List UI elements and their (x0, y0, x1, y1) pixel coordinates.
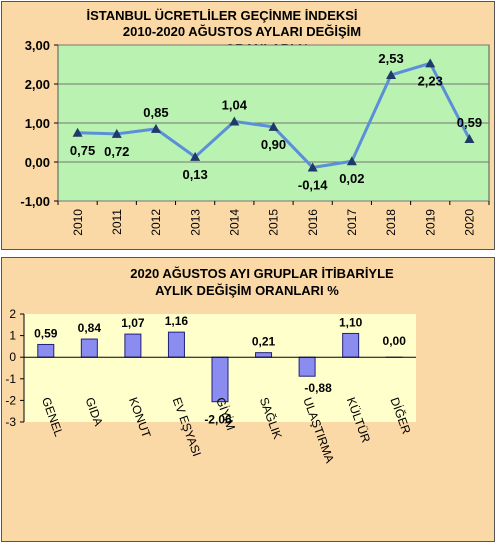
line-data-label: 0,59 (457, 115, 482, 130)
line-x-tick-label: 2014 (228, 209, 242, 236)
bar-y-tick-label: 1 (9, 329, 16, 343)
line-x-tick-label: 2010 (71, 209, 85, 236)
bar-data-label: 0,21 (252, 335, 276, 349)
line-data-label: 2,23 (418, 73, 443, 88)
bar-chart-title-1: 2020 AĞUSTOS AYI GRUPLAR İTİBARİYLE (130, 266, 394, 281)
line-data-label: 2,53 (378, 51, 403, 66)
line-x-tick-label: 2018 (384, 209, 398, 236)
bar-y-tick-label: -2 (5, 393, 16, 407)
bar-data-label: 0,84 (78, 321, 102, 335)
bar-data-label: 0,00 (383, 334, 407, 348)
bar (298, 356, 316, 377)
line-point (72, 127, 83, 137)
bar-data-label: -2,06 (204, 413, 232, 427)
bar-chart-svg: 2 1 0 -1 -2 -3 0,59 0,84 1,07 1,16 -2,06 0,21 -0,88 1… (5, 307, 416, 465)
line-x-tick-label: 2012 (149, 209, 163, 236)
line-chart-svg: 3,00 2,00 1,00 0,00 -1,00 2010 2011 2012 2013 201… (20, 38, 490, 236)
line-x-tick-label: 2017 (345, 209, 359, 236)
line-y-tick-label: 1,00 (25, 116, 50, 131)
bar (37, 343, 55, 358)
bar (80, 338, 98, 358)
bar-chart-title-2: AYLIK DEĞİŞİM ORANLARI % (155, 283, 339, 298)
line-data-label: 0,72 (104, 144, 129, 159)
line-chart-panel: İSTANBUL ÜCRETLİLER GEÇİNME İNDEKSİ 2010… (1, 1, 495, 250)
bar-data-label: -0,88 (304, 381, 332, 395)
bar-y-tick-label: 0 (9, 350, 16, 364)
line-x-tick-label: 2020 (463, 209, 477, 236)
line-point (190, 151, 201, 161)
line-point (111, 128, 122, 138)
bar-chart-panel: 2020 AĞUSTOS AYI GRUPLAR İTİBARİYLE AYLI… (1, 257, 495, 542)
bar (124, 333, 142, 358)
line-chart-title-2: 2010-2020 AĞUSTOS AYLARI DEĞİŞİM (122, 24, 362, 39)
line-x-tick-label: 2013 (188, 209, 202, 236)
line-x-tick-label: 2011 (110, 209, 124, 235)
bar-data-label: 1,16 (165, 314, 189, 328)
line-x-tick-label: 2016 (306, 209, 320, 236)
bar (342, 332, 360, 358)
line-point (425, 58, 436, 68)
line-point (307, 162, 318, 172)
line-y-tick-label: 2,00 (25, 77, 50, 92)
bar-data-label: 1,10 (339, 315, 363, 329)
line-y-tick-label: -1,00 (20, 194, 50, 209)
line-x-tick-label: 2015 (267, 209, 281, 236)
line-data-label: 0,85 (143, 105, 168, 120)
line-point (386, 70, 397, 80)
line-point (150, 123, 161, 133)
line-y-tick-label: 0,00 (25, 155, 50, 170)
bar-data-label: 1,07 (121, 316, 145, 330)
line-data-label: 0,75 (70, 143, 95, 158)
bar-y-tick-label: 2 (9, 307, 16, 321)
line-point (268, 121, 279, 131)
bar-y-tick-label: -3 (5, 415, 16, 429)
line-data-label: 1,04 (222, 97, 248, 112)
line-point (229, 116, 240, 126)
line-point (464, 133, 475, 143)
bar (255, 352, 273, 358)
line-data-label: -0,14 (298, 177, 328, 192)
line-data-label: 0,13 (182, 167, 207, 182)
line-y-tick-label: 3,00 (25, 38, 50, 53)
line-chart-title-1: İSTANBUL ÜCRETLİLER GEÇİNME İNDEKSİ (86, 8, 358, 23)
bar (167, 331, 185, 358)
bar-y-tick-label: -1 (5, 372, 16, 386)
line-point (346, 156, 357, 166)
line-x-tick-label: 2019 (423, 209, 437, 236)
line-data-label: 0,90 (261, 137, 286, 152)
bar-data-label: 0,59 (34, 326, 58, 340)
line-data-label: 0,02 (339, 171, 364, 186)
